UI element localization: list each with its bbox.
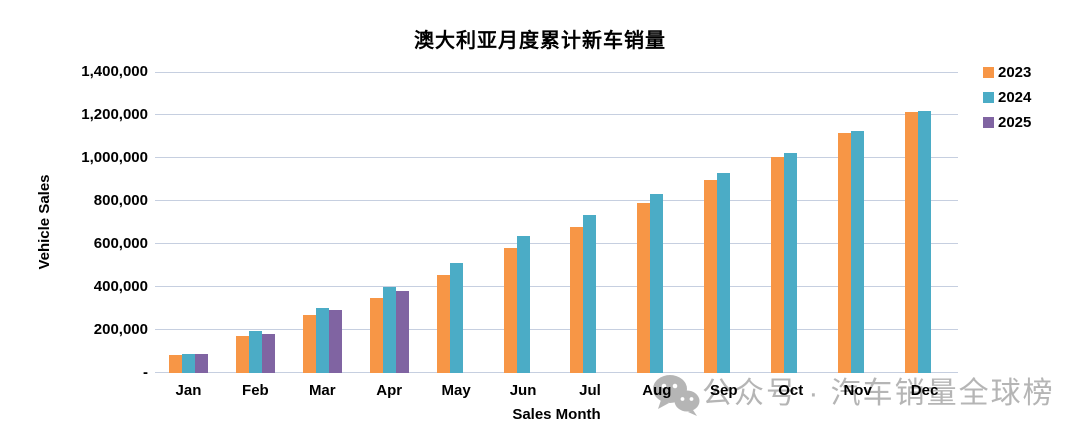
y-tick-label: 400,000 (93, 278, 148, 295)
legend-item-2023: 2023 (983, 64, 1031, 81)
x-tick-label-Jul: Jul (579, 382, 601, 399)
legend-item-2025: 2025 (983, 114, 1031, 131)
gridline (155, 243, 958, 244)
x-tick-label-Aug: Aug (642, 382, 672, 399)
gridline (155, 329, 958, 330)
bar-2023-Mar (302, 315, 316, 373)
bar-2024-Mar (315, 307, 329, 373)
legend-swatch-2025 (983, 117, 994, 128)
x-axis-tick-labels: Jan Feb Mar Apr May Jun Jul Aug Sep Oct Nov Dec (155, 382, 958, 402)
bar-2023-Dec (905, 111, 919, 373)
gridline (155, 72, 958, 73)
legend-swatch-2024 (983, 92, 994, 103)
bar-2024-Dec (918, 110, 932, 373)
bar-2023-Oct (771, 157, 785, 373)
x-tick-label-Oct: Oct (778, 382, 804, 399)
bar-2023-Aug (637, 203, 651, 373)
bar-2024-Jun (516, 236, 530, 373)
gridline (155, 157, 958, 158)
x-tick-label-Jan: Jan (175, 382, 202, 399)
bar-2024-Nov (851, 130, 865, 373)
bar-2025-Feb (261, 333, 275, 373)
legend-item-2024: 2024 (983, 89, 1031, 106)
bar-2023-Jan (168, 354, 182, 373)
bar-2024-Jan (181, 353, 195, 373)
y-tick-label: 1,400,000 (81, 63, 148, 80)
bar-2025-Mar (328, 310, 342, 373)
bar-2024-May (449, 262, 463, 373)
legend-label-2023: 2023 (998, 64, 1032, 81)
x-axis-title: Sales Month (512, 406, 601, 423)
x-tick-label-Apr: Apr (376, 382, 403, 399)
gridline (155, 286, 958, 287)
bar-2024-Apr (382, 286, 396, 373)
x-tick-label-Mar: Mar (308, 382, 336, 399)
gridline (155, 114, 958, 115)
bar-2023-Jul (570, 226, 584, 373)
x-tick-label-Jun: Jun (509, 382, 537, 399)
y-tick-label: 200,000 (93, 321, 148, 338)
bar-2023-Jun (503, 247, 517, 373)
x-tick-label-Dec: Dec (910, 382, 939, 399)
bar-2024-Feb (248, 331, 262, 373)
y-tick-label: 1,000,000 (81, 149, 148, 166)
plot-area (155, 72, 958, 373)
y-tick-label: 800,000 (93, 192, 148, 209)
bar-2024-Sep (717, 173, 731, 373)
bar-2025-Jan (194, 354, 208, 373)
bar-2024-Jul (583, 215, 597, 373)
x-tick-label-May: May (441, 382, 471, 399)
x-tick-label-Sep: Sep (710, 382, 738, 399)
legend-label-2025: 2025 (998, 114, 1032, 131)
chart-title: 澳大利亚月度累计新车销量 (414, 30, 666, 52)
bar-2024-Aug (650, 194, 664, 373)
legend-label-2024: 2024 (998, 89, 1032, 106)
bar-2025-Apr (395, 291, 409, 373)
x-tick-label-Feb: Feb (242, 382, 269, 399)
y-tick-label: - (143, 364, 148, 381)
bar-2023-Sep (704, 179, 718, 373)
gridline (155, 200, 958, 201)
x-tick-label-Nov: Nov (843, 382, 872, 399)
bar-2024-Oct (784, 153, 798, 373)
y-tick-label: 1,200,000 (81, 106, 148, 123)
bar-2023-May (436, 274, 450, 373)
bar-2023-Apr (369, 297, 383, 373)
bar-2023-Feb (235, 336, 249, 373)
legend: 2023 2024 2025 (983, 64, 1031, 139)
gridline (155, 372, 958, 373)
y-axis-tick-labels: - 200,000 400,000 600,000 800,000 1,000,000 1,… (0, 63, 148, 381)
bar-2023-Nov (838, 132, 852, 373)
legend-swatch-2023 (983, 67, 994, 78)
y-tick-label: 600,000 (93, 235, 148, 252)
